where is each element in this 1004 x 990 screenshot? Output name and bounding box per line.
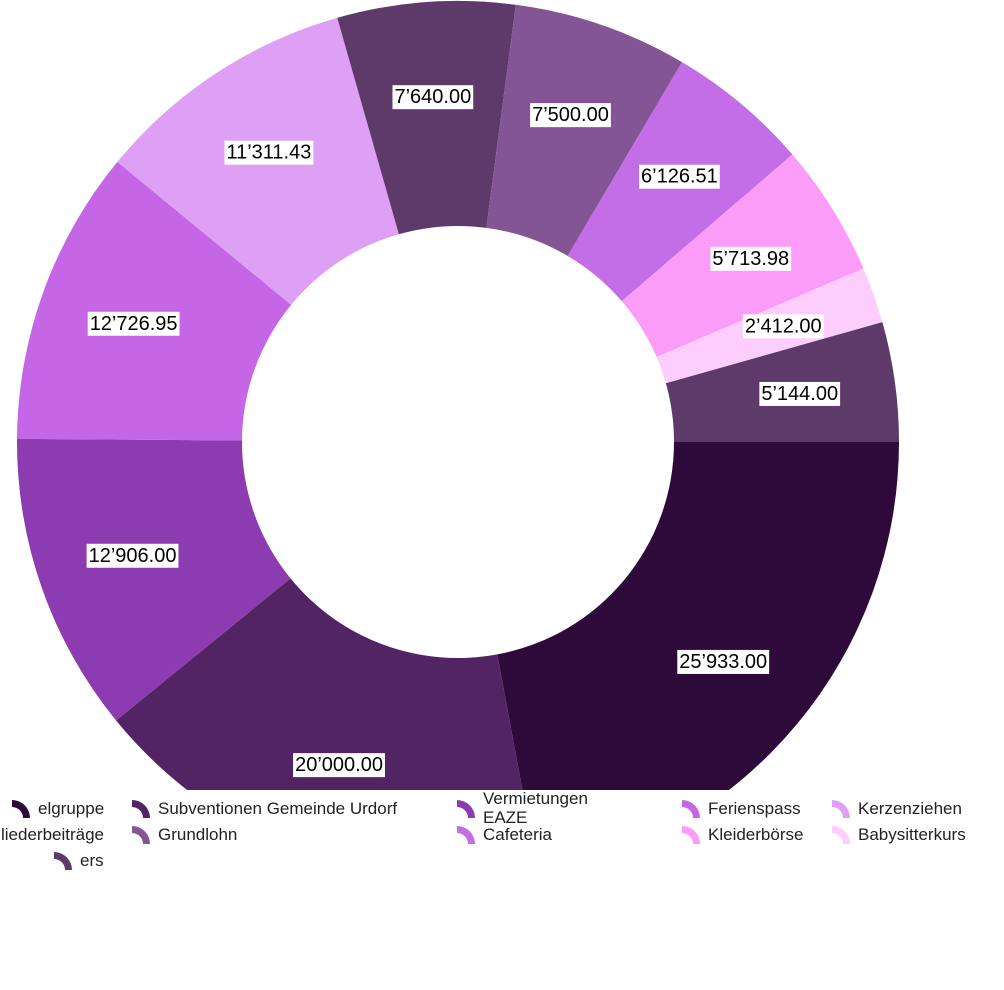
legend-icon — [682, 800, 700, 818]
label-background — [530, 103, 611, 128]
legend-swatch — [457, 800, 475, 818]
label-background — [293, 753, 385, 778]
legend-label: elgruppe — [38, 798, 105, 818]
legend-label: Vermietungen EAZE — [483, 789, 588, 827]
slice — [17, 161, 292, 441]
data-label: 7’640.00 — [394, 86, 471, 108]
legend-icon — [132, 800, 150, 818]
legend-label: Kerzenziehen — [858, 798, 962, 818]
legend-item: Kerzenziehen — [830, 798, 962, 818]
legend-label: Cafeteria — [483, 824, 552, 844]
label-background — [742, 314, 824, 339]
label-background — [759, 381, 841, 406]
slice — [486, 4, 683, 256]
legend-swatch — [132, 826, 150, 844]
data-label: 25’933.00 — [679, 651, 767, 673]
slice — [497, 442, 899, 790]
data-label: 5’713.98 — [712, 248, 789, 270]
legend-icon — [832, 826, 850, 844]
data-label: 20’000.00 — [295, 754, 383, 776]
legend-label: Subventionen Gemeinde Urdorf — [158, 798, 398, 818]
legend-item: Kleiderbörse — [680, 824, 803, 844]
label-background — [392, 85, 474, 110]
label-background — [677, 649, 770, 674]
data-label: 11’311.43 — [226, 142, 311, 164]
legend-icon — [457, 800, 475, 818]
legend-label: Ferienspass — [708, 798, 801, 818]
data-label: 6’126.51 — [641, 166, 718, 188]
legend-swatch — [832, 800, 850, 818]
legend-item: ers — [52, 850, 104, 870]
legend-label: ers — [80, 850, 104, 870]
legend-icon — [12, 800, 30, 818]
legend-swatch — [457, 826, 475, 844]
legend-swatch — [54, 852, 72, 870]
legend-icon — [132, 826, 150, 844]
legend-icon — [54, 852, 72, 870]
label-background — [639, 164, 720, 189]
legend-label: Grundlohn — [158, 824, 238, 844]
legend-swatch — [12, 800, 30, 818]
legend-item: liederbeiträge — [0, 824, 104, 844]
legend-item: Cafeteria — [455, 824, 552, 844]
legend-label: Babysitterkurs — [858, 824, 966, 844]
legend-swatch — [682, 800, 700, 818]
label-background — [86, 543, 179, 568]
data-label: 2’412.00 — [745, 315, 822, 337]
legend-item: Grundlohn — [130, 824, 237, 844]
legend-swatch — [682, 826, 700, 844]
legend-swatch — [832, 826, 850, 844]
legend-label: Kleiderbörse — [708, 824, 804, 844]
data-label: 5’144.00 — [761, 383, 838, 405]
label-background — [224, 140, 314, 165]
label-background — [87, 311, 180, 336]
slice — [116, 578, 523, 790]
legend-icon — [832, 800, 850, 818]
data-label: 7’500.00 — [532, 104, 609, 126]
chart: 25’933.00 20’000.00 12’906.00 12’726.95 11’3… — [17, 0, 899, 790]
legend-icon — [682, 826, 700, 844]
label-background — [710, 246, 792, 271]
legend-icon — [457, 826, 475, 844]
legend-item: Vermietungen EAZE — [455, 789, 613, 827]
slice — [17, 438, 291, 721]
legend-item: Babysitterkurs — [830, 824, 966, 844]
legend-label: liederbeiträge — [1, 824, 105, 844]
legend-item: Ferienspass — [680, 798, 801, 818]
slice — [337, 0, 516, 235]
data-label: 12’726.95 — [90, 313, 178, 335]
data-label: 12’906.00 — [89, 545, 177, 567]
legend-item: Subventionen Gemeinde Urdorf — [130, 798, 397, 818]
legend-swatch — [132, 800, 150, 818]
legend-item: elgruppe — [10, 798, 104, 818]
